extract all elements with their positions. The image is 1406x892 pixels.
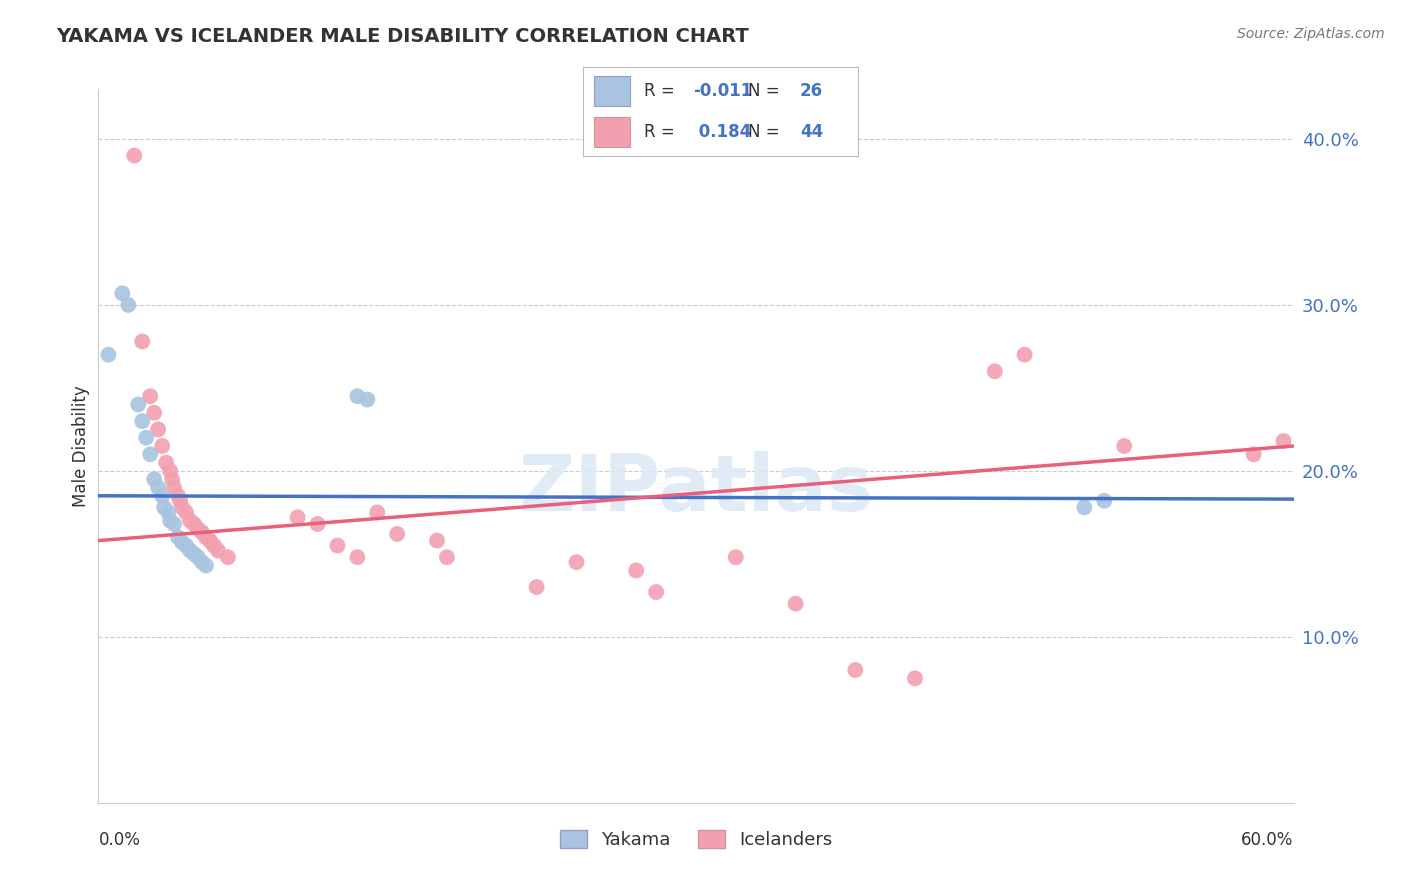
Point [183,547,205,561]
Point [436,550,458,565]
Point [159,514,181,528]
Point [1092,493,1115,508]
Point [111,286,134,301]
Point [207,543,229,558]
Point [127,397,149,411]
Point [645,585,668,599]
Point [174,505,197,519]
Point [1114,439,1136,453]
Text: 44: 44 [800,123,824,141]
Point [356,392,378,407]
Point [117,298,139,312]
Point [426,533,449,548]
Point [346,389,368,403]
Point [159,464,181,478]
Point [155,456,177,470]
Text: R =: R = [644,82,681,100]
Point [163,481,186,495]
Point [217,550,239,565]
Point [526,580,548,594]
Point [287,510,309,524]
Point [143,406,166,420]
Text: Source: ZipAtlas.com: Source: ZipAtlas.com [1237,27,1385,41]
Point [626,564,648,578]
Point [785,597,807,611]
Point [385,527,409,541]
Point [724,550,747,565]
Point [191,525,214,540]
Y-axis label: Male Disability: Male Disability [72,385,90,507]
Point [148,481,170,495]
Text: 26: 26 [800,82,823,100]
Point [172,500,194,515]
Point [135,431,157,445]
Point [179,514,201,528]
Point [183,516,205,531]
Point [157,505,180,519]
Text: ZIPatlas: ZIPatlas [519,450,873,527]
Point [1272,434,1295,448]
Point [366,505,388,519]
Point [139,389,162,403]
Point [1243,447,1265,461]
Point [131,414,153,428]
Point [131,334,153,349]
Text: 0.184: 0.184 [693,123,751,141]
Text: YAKAMA VS ICELANDER MALE DISABILITY CORRELATION CHART: YAKAMA VS ICELANDER MALE DISABILITY CORR… [56,27,749,45]
Point [307,516,329,531]
Point [195,530,218,544]
Text: -0.011: -0.011 [693,82,752,100]
Point [1014,348,1036,362]
Point [984,364,1007,378]
Point [179,543,201,558]
FancyBboxPatch shape [595,76,630,106]
Point [191,555,214,569]
Text: R =: R = [644,123,681,141]
Point [346,550,368,565]
Text: N =: N = [748,82,785,100]
Point [167,530,190,544]
Text: 60.0%: 60.0% [1241,831,1294,849]
FancyBboxPatch shape [595,117,630,147]
Point [169,493,191,508]
Point [202,539,225,553]
Point [174,539,197,553]
Point [167,489,190,503]
Point [187,522,209,536]
Point [148,422,170,436]
Point [904,671,927,685]
Text: 0.0%: 0.0% [98,831,141,849]
Point [97,348,120,362]
Point [1073,500,1095,515]
Point [187,550,209,565]
Point [153,500,176,515]
Point [326,539,349,553]
Point [198,533,221,548]
Point [163,516,186,531]
Point [844,663,866,677]
Point [150,489,173,503]
Point [124,148,146,162]
Point [143,472,166,486]
Point [565,555,588,569]
Point [150,439,173,453]
Point [195,558,218,573]
Legend: Yakama, Icelanders: Yakama, Icelanders [551,821,841,858]
Point [172,535,194,549]
Point [139,447,162,461]
Text: N =: N = [748,123,785,141]
Point [160,472,183,486]
